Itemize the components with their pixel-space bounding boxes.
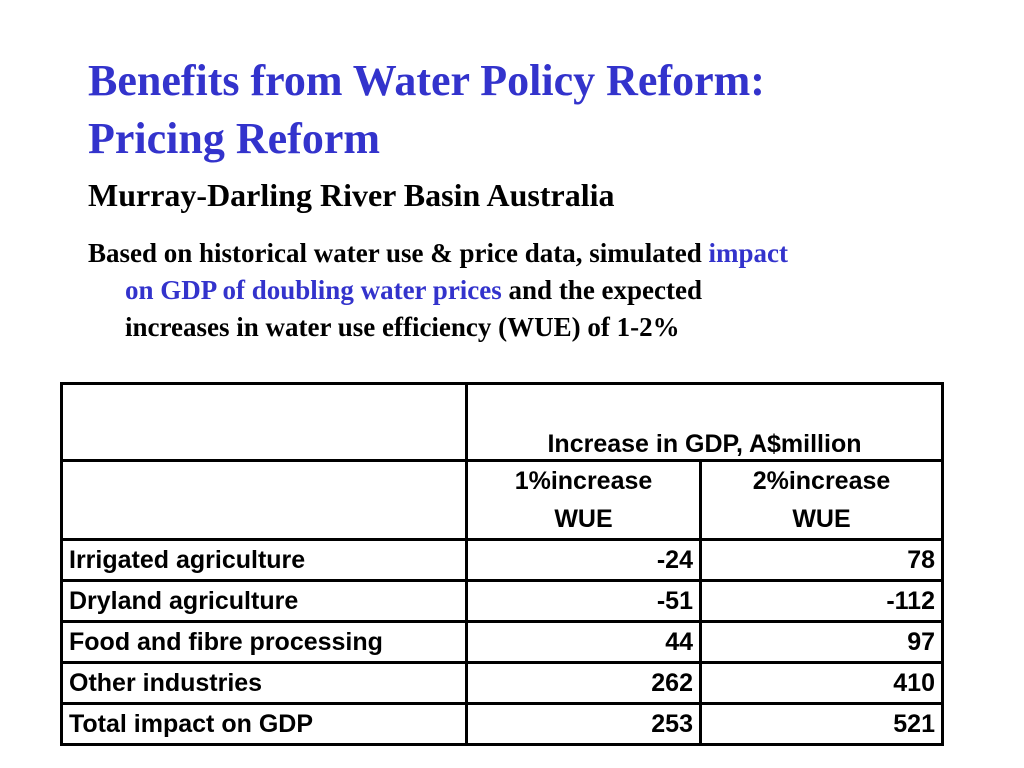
table-corner-cell [60, 459, 468, 541]
value-2pct: 521 [699, 702, 944, 746]
slide-title: Benefits from Water Policy Reform: Prici… [88, 52, 765, 168]
row-label: Dryland agriculture [60, 579, 468, 623]
row-label: Irrigated agriculture [60, 538, 468, 582]
slide-title-line-2: Pricing Reform [88, 114, 380, 163]
body-line-2: on GDP of doubling water prices and the … [88, 272, 988, 309]
value-1pct: 262 [465, 661, 702, 705]
column-header-2pct: 2%increase WUE [699, 459, 944, 541]
body-part-1: Based on historical water use & price da… [88, 238, 709, 268]
value-2pct: 97 [699, 620, 944, 664]
table-subheader-row: 1%increase WUE 2%increase WUE [60, 459, 944, 541]
body-line-1: Based on historical water use & price da… [88, 235, 988, 272]
gdp-impact-table: Increase in GDP, A$million 1%increase WU… [60, 382, 944, 746]
slide-title-line-1: Benefits from Water Policy Reform: [88, 56, 765, 105]
table-row: Food and fibre processing 44 97 [60, 620, 944, 664]
value-1pct: -24 [465, 538, 702, 582]
slide-body-text: Based on historical water use & price da… [88, 235, 988, 346]
column-header-1pct: 1%increase WUE [465, 459, 702, 541]
row-label: Other industries [60, 661, 468, 705]
column-header-2pct-line2: WUE [792, 505, 851, 533]
body-part-2: and the expected [501, 275, 703, 305]
value-1pct: 253 [465, 702, 702, 746]
body-highlight-gdp: on GDP of doubling water prices [125, 275, 502, 305]
value-2pct: 78 [699, 538, 944, 582]
value-2pct: 410 [699, 661, 944, 705]
column-header-2pct-line1: 2%increase [752, 467, 891, 495]
table-row-total: Total impact on GDP 253 521 [60, 702, 944, 746]
column-header-1pct-line2: WUE [554, 505, 613, 533]
body-highlight-impact: impact [708, 238, 788, 268]
body-line-3: increases in water use efficiency (WUE) … [125, 312, 680, 342]
row-label: Food and fibre processing [60, 620, 468, 664]
table-row: Other industries 262 410 [60, 661, 944, 705]
table-corner-cell [60, 382, 468, 462]
row-label: Total impact on GDP [60, 702, 468, 746]
table-header-row: Increase in GDP, A$million [60, 382, 944, 462]
column-header-1pct-line1: 1%increase [514, 467, 653, 495]
value-2pct: -112 [699, 579, 944, 623]
value-1pct: -51 [465, 579, 702, 623]
table-super-header: Increase in GDP, A$million [465, 382, 944, 462]
slide-subtitle: Murray-Darling River Basin Australia [88, 177, 615, 213]
table-row: Irrigated agriculture -24 78 [60, 538, 944, 582]
table-row: Dryland agriculture -51 -112 [60, 579, 944, 623]
value-1pct: 44 [465, 620, 702, 664]
